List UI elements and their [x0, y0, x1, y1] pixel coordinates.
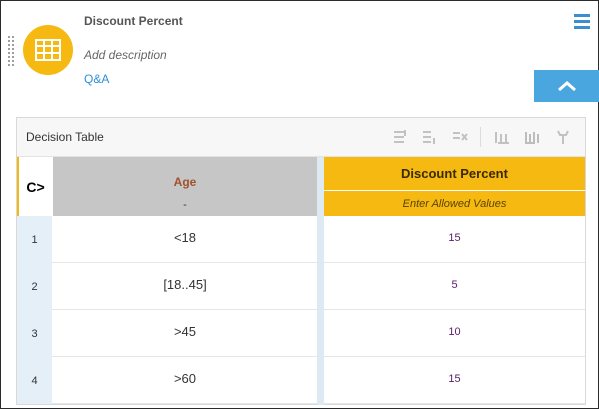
table-row: 4 >60 15	[17, 357, 585, 404]
add-rule-below-icon[interactable]	[421, 129, 437, 145]
row-number: 3	[17, 310, 52, 357]
table-row: 3 >45 10	[17, 310, 585, 357]
output-cell[interactable]: 15	[324, 357, 585, 404]
input-cell-text: [18..45]	[163, 277, 207, 292]
toolbar-divider	[480, 127, 481, 147]
collapse-button[interactable]	[534, 70, 599, 102]
add-input-column-icon[interactable]	[494, 129, 510, 145]
output-cell-text: 15	[448, 372, 461, 385]
description-field[interactable]: Add description	[84, 48, 167, 62]
row-number: 2	[17, 263, 52, 310]
input-cell-text: >60	[173, 371, 197, 386]
input-cell[interactable]: >45	[53, 310, 317, 357]
column-separator	[317, 157, 324, 405]
add-output-column-icon[interactable]	[524, 129, 540, 145]
qa-link[interactable]: Q&A	[84, 72, 110, 86]
input-column-name: Age	[173, 175, 197, 189]
output-column-name: Discount Percent	[324, 157, 585, 190]
output-allowed-values[interactable]: Enter Allowed Values	[324, 191, 585, 216]
row-number: 4	[17, 357, 52, 404]
input-column-header[interactable]: Age -	[53, 157, 317, 216]
decision-table: C> Age - Discount Percent Enter Allowed …	[17, 157, 585, 405]
output-cell[interactable]: 5	[324, 263, 585, 310]
hit-policy-cell[interactable]: C>	[17, 157, 52, 216]
output-cell[interactable]: 10	[324, 310, 585, 357]
input-cell[interactable]: [18..45]	[53, 263, 317, 310]
table-toolbar: Decision Table	[17, 118, 585, 157]
input-cell[interactable]: <18	[53, 216, 317, 263]
input-cell-text: <18	[173, 230, 197, 245]
table-row: 1 <18 15	[17, 216, 585, 263]
delete-rule-icon[interactable]	[452, 129, 468, 145]
row-number: 1	[17, 216, 52, 263]
output-cell-text: 10	[448, 325, 461, 338]
decision-table-panel: Decision Table C> A	[16, 117, 586, 405]
hamburger-menu-icon[interactable]	[574, 13, 590, 31]
input-cell-text: >45	[173, 324, 197, 339]
output-cell-text: 5	[451, 278, 458, 291]
output-cell[interactable]: 15	[324, 216, 585, 263]
input-allowed-values: -	[183, 199, 187, 211]
input-cell[interactable]: >60	[53, 357, 317, 404]
drag-handle-icon[interactable]	[7, 35, 15, 67]
settings-tool-icon[interactable]	[555, 129, 571, 145]
add-rule-above-icon[interactable]	[392, 129, 408, 145]
page-title: Discount Percent	[84, 14, 183, 28]
output-column-header[interactable]: Discount Percent Enter Allowed Values	[324, 157, 585, 216]
output-cell-text: 15	[448, 231, 461, 244]
table-icon	[23, 25, 73, 75]
chevron-up-icon	[557, 81, 576, 92]
decision-table-label: Decision Table	[26, 130, 104, 144]
table-row: 2 [18..45] 5	[17, 263, 585, 310]
